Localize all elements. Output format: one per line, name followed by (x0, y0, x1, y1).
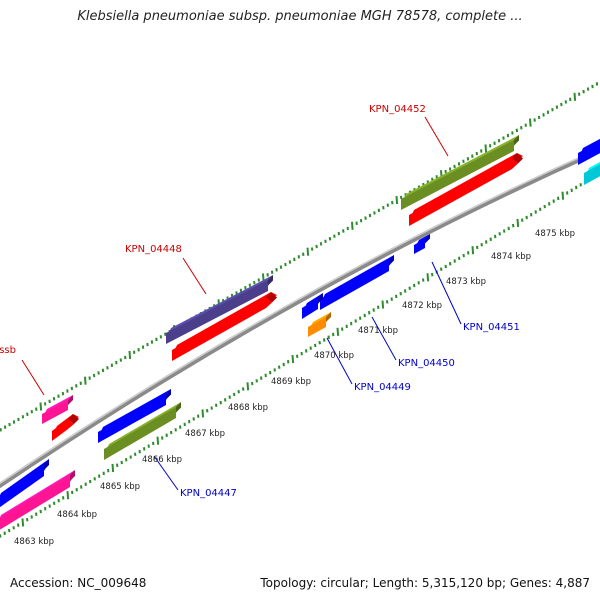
inner-major-tick (426, 273, 430, 282)
outer-major-tick (306, 247, 310, 256)
leader-kpn-04448 (182, 257, 207, 295)
feature-block-kpn-04449-blue[interactable] (302, 293, 323, 319)
feature-block-kpn-04450[interactable] (320, 255, 394, 310)
genome-backbone-highlight (0, 147, 600, 485)
feature-block-ssb[interactable] (42, 395, 73, 424)
feature-block-right-blue[interactable] (578, 134, 600, 165)
scale-label: 4870 kbp (314, 351, 354, 361)
scale-label: 4863 kbp (14, 537, 54, 547)
inner-major-tick (246, 382, 250, 391)
scale-label: 4867 kbp (185, 429, 225, 439)
feature-block-kpn-04448[interactable] (166, 275, 273, 344)
scale-label: 4871 kbp (358, 326, 398, 336)
feature-block-kpn-04447-blue[interactable] (98, 389, 171, 443)
scale-label: 4865 kbp (100, 482, 140, 492)
genome-summary-text: Topology: circular; Length: 5,315,120 bp… (260, 576, 590, 590)
gene-label-kpn-04452[interactable]: KPN_04452 (369, 104, 426, 115)
gene-label-kpn-04447[interactable]: KPN_04447 (180, 488, 237, 499)
feature-block-kpn-04448-red[interactable] (172, 292, 277, 361)
inner-major-tick (381, 300, 385, 309)
inner-major-tick (111, 463, 115, 473)
feature-block-kpn-04452-red[interactable] (409, 153, 523, 226)
feature-block-ssb-red[interactable] (52, 414, 79, 441)
feature-block-left-blue[interactable] (0, 459, 49, 510)
leader-kpn-04449 (326, 337, 353, 385)
feature-block-left-magenta[interactable] (0, 470, 75, 532)
scale-label: 4873 kbp (446, 277, 486, 287)
scale-label: 4872 kbp (402, 301, 442, 311)
outer-tick-track (0, 82, 599, 432)
outer-major-tick (573, 92, 577, 101)
genome-backbone (0, 147, 600, 489)
outer-major-tick (84, 376, 87, 385)
gene-label-kpn-04451[interactable]: KPN_04451 (463, 322, 520, 333)
scale-label: 4869 kbp (271, 377, 311, 387)
feature-block-right-cyan[interactable] (584, 157, 600, 185)
feature-block-kpn-04451[interactable] (414, 234, 430, 254)
inner-major-tick (201, 409, 205, 418)
leader-kpn-04450 (371, 316, 397, 361)
gene-label-kpn-04449[interactable]: KPN_04449 (354, 382, 411, 393)
inner-major-tick (336, 327, 340, 336)
label-leader-lines (21, 116, 462, 491)
inner-major-tick (291, 354, 295, 364)
inner-tick-track (0, 183, 582, 538)
inner-major-tick (66, 491, 70, 500)
gene-label-ssb[interactable]: ssb (0, 345, 16, 356)
inner-major-tick (516, 218, 520, 227)
scale-label: 4874 kbp (491, 252, 531, 262)
outer-major-tick (484, 144, 488, 153)
feature-block-kpn-04447[interactable] (104, 402, 181, 460)
leader-kpn-04447 (153, 455, 179, 491)
outer-major-tick (128, 350, 132, 359)
outer-major-tick (351, 221, 354, 230)
outer-major-tick (39, 402, 43, 411)
inner-major-tick (21, 518, 25, 527)
inner-major-tick (561, 191, 565, 200)
outer-major-tick (395, 195, 399, 205)
gene-label-kpn-04450[interactable]: KPN_04450 (398, 358, 455, 369)
scale-label: 4866 kbp (142, 455, 182, 465)
scale-label: 4875 kbp (535, 229, 575, 239)
map-title: Klebsiella pneumoniae subsp. pneumoniae … (77, 9, 523, 24)
gene-label-kpn-04448[interactable]: KPN_04448 (125, 244, 182, 255)
leader-ssb (21, 359, 45, 396)
accession-text: Accession: NC_009648 (10, 576, 147, 590)
feature-block-kpn-04452[interactable] (401, 135, 519, 210)
outer-major-tick (529, 118, 532, 127)
inner-major-tick (471, 246, 475, 255)
leader-kpn-04451 (431, 261, 462, 325)
feature-block-kpn-04449[interactable] (308, 312, 331, 337)
leader-kpn-04452 (424, 116, 449, 157)
scale-label: 4868 kbp (228, 403, 268, 413)
inner-major-tick (156, 436, 160, 445)
scale-label: 4864 kbp (57, 510, 97, 520)
